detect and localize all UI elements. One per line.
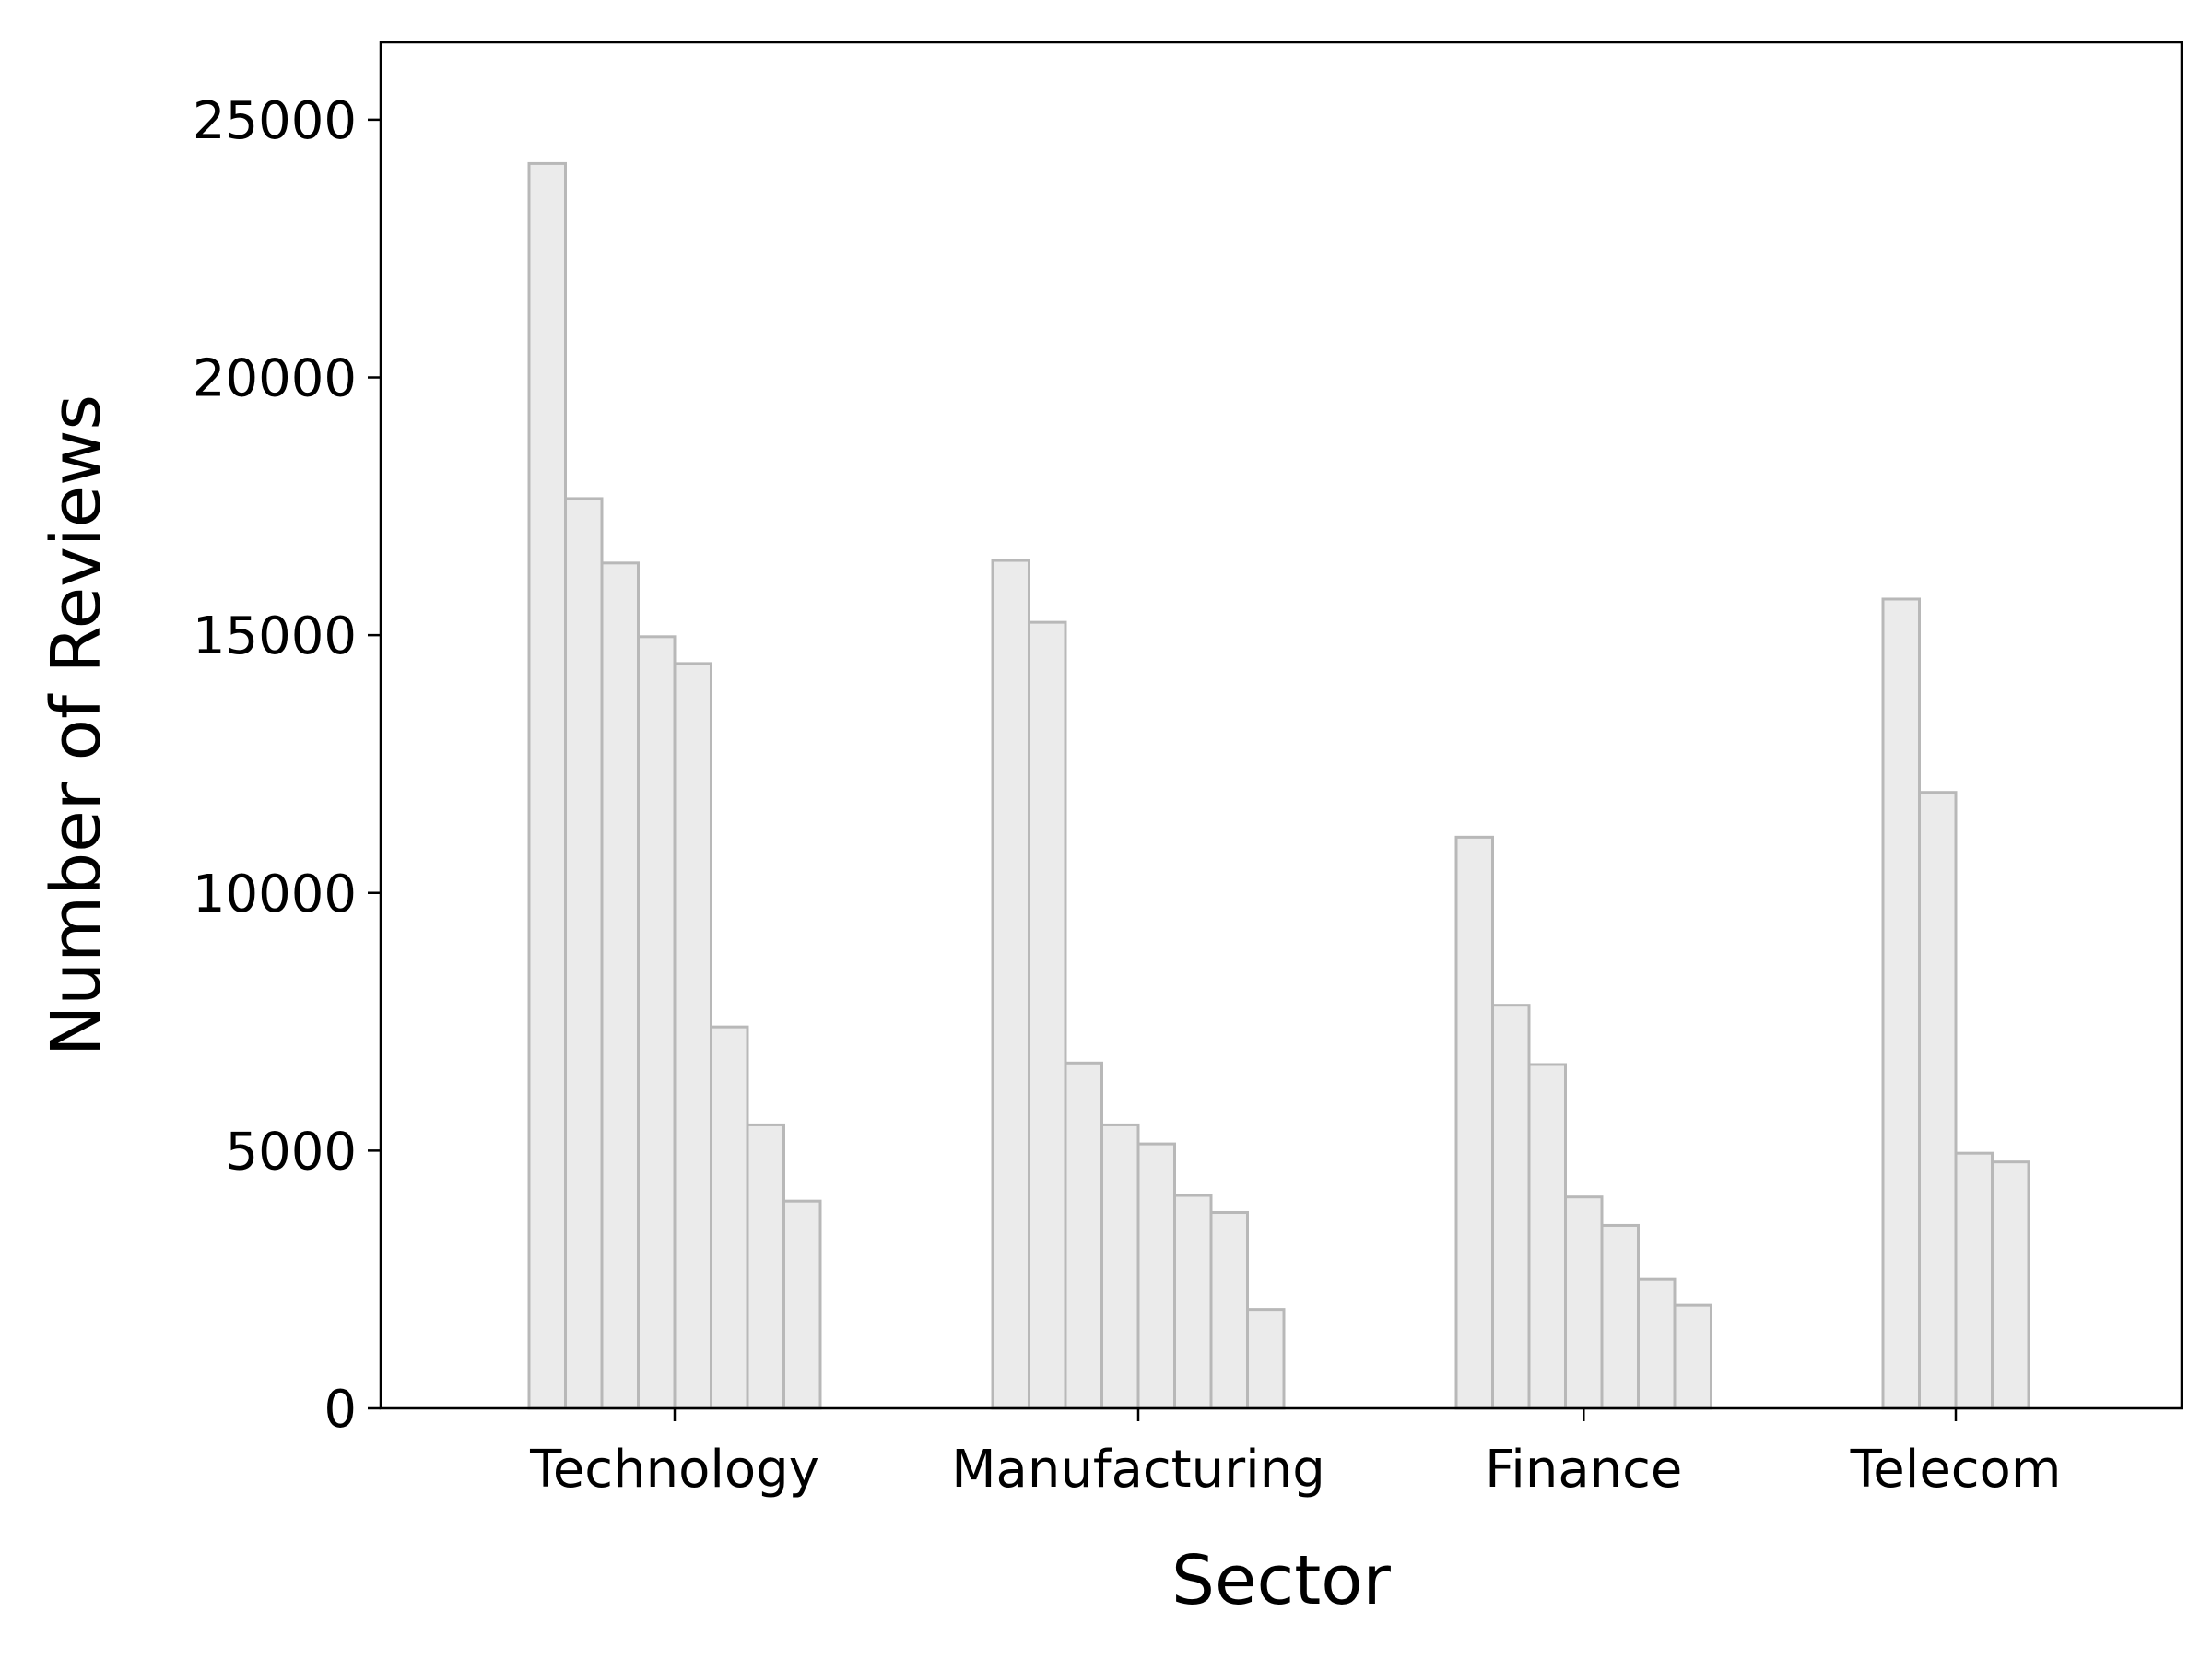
y-tick-label: 20000 [193, 349, 357, 409]
bar-technology-7 [746, 1123, 785, 1410]
x-axis-title: Sector [1171, 1541, 1391, 1620]
bar-technology-3 [600, 561, 640, 1410]
y-tick-label: 25000 [193, 91, 357, 151]
bar-finance-3 [1527, 1063, 1567, 1410]
bar-technology-6 [710, 1025, 749, 1410]
y-tick-label: 5000 [225, 1122, 357, 1182]
plot-frame [379, 41, 2183, 1410]
bar-technology-5 [673, 662, 712, 1410]
y-axis-title: Number of Reviews [37, 394, 116, 1056]
bar-manufacturing-7 [1209, 1210, 1249, 1410]
bar-telecom-3 [1954, 1151, 1994, 1410]
bar-telecom-2 [1918, 791, 1958, 1410]
y-tick-label: 10000 [193, 865, 357, 924]
bar-manufacturing-6 [1173, 1194, 1213, 1410]
bar-manufacturing-8 [1246, 1308, 1286, 1410]
bar-finance-7 [1673, 1303, 1712, 1410]
x-tick-label: Finance [1485, 1440, 1682, 1500]
x-axis: Technology Manufacturing Finance Telecom [529, 1408, 2061, 1500]
x-tick-label: Technology [529, 1440, 819, 1500]
bar-finance-4 [1564, 1195, 1604, 1410]
bar-telecom-1 [1881, 597, 1921, 1410]
bars-layer [527, 161, 2030, 1410]
y-tick-label: 0 [324, 1380, 357, 1440]
bar-technology-2 [564, 497, 604, 1410]
y-tick-label: 15000 [193, 606, 357, 666]
bar-manufacturing-3 [1064, 1061, 1103, 1410]
bar-technology-8 [782, 1199, 822, 1410]
bar-manufacturing-4 [1100, 1123, 1140, 1410]
bar-finance-5 [1600, 1223, 1640, 1410]
x-tick-label: Manufacturing [951, 1440, 1325, 1500]
y-axis: 0 5000 10000 15000 20000 25000 [193, 91, 381, 1440]
bar-manufacturing-5 [1136, 1142, 1176, 1410]
bar-telecom-4 [1991, 1160, 2030, 1410]
bar-finance-2 [1491, 1004, 1531, 1410]
x-tick-label: Telecom [1850, 1440, 2062, 1500]
bar-technology-4 [637, 635, 677, 1410]
bar-manufacturing-2 [1028, 620, 1067, 1410]
bar-manufacturing-1 [991, 559, 1030, 1410]
bar-finance-1 [1454, 835, 1494, 1410]
bar-finance-6 [1637, 1277, 1677, 1410]
bar-technology-1 [527, 161, 567, 1410]
